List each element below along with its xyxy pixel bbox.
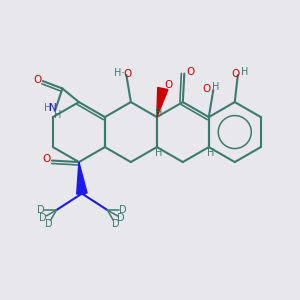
Text: H: H <box>54 110 61 120</box>
Text: O: O <box>232 69 240 80</box>
Text: H: H <box>114 68 122 78</box>
Text: O: O <box>124 69 132 80</box>
Text: D: D <box>45 219 52 229</box>
Text: D: D <box>112 219 119 229</box>
Text: ·: · <box>120 67 124 80</box>
Text: D: D <box>119 205 127 215</box>
Text: N: N <box>49 103 57 113</box>
Text: H: H <box>155 108 163 118</box>
Text: H: H <box>212 82 219 92</box>
Text: O: O <box>186 67 194 77</box>
Text: H: H <box>241 67 248 77</box>
Text: O: O <box>164 80 172 90</box>
Text: D: D <box>37 205 44 215</box>
Text: H: H <box>44 103 51 113</box>
Text: O: O <box>34 75 42 85</box>
Polygon shape <box>157 88 168 117</box>
Text: O: O <box>42 154 50 164</box>
Text: N: N <box>77 187 86 197</box>
Polygon shape <box>77 162 87 194</box>
Text: H: H <box>155 148 163 158</box>
Text: D: D <box>117 213 125 223</box>
Text: O: O <box>203 84 211 94</box>
Text: D: D <box>39 213 46 223</box>
Text: H: H <box>207 148 214 158</box>
